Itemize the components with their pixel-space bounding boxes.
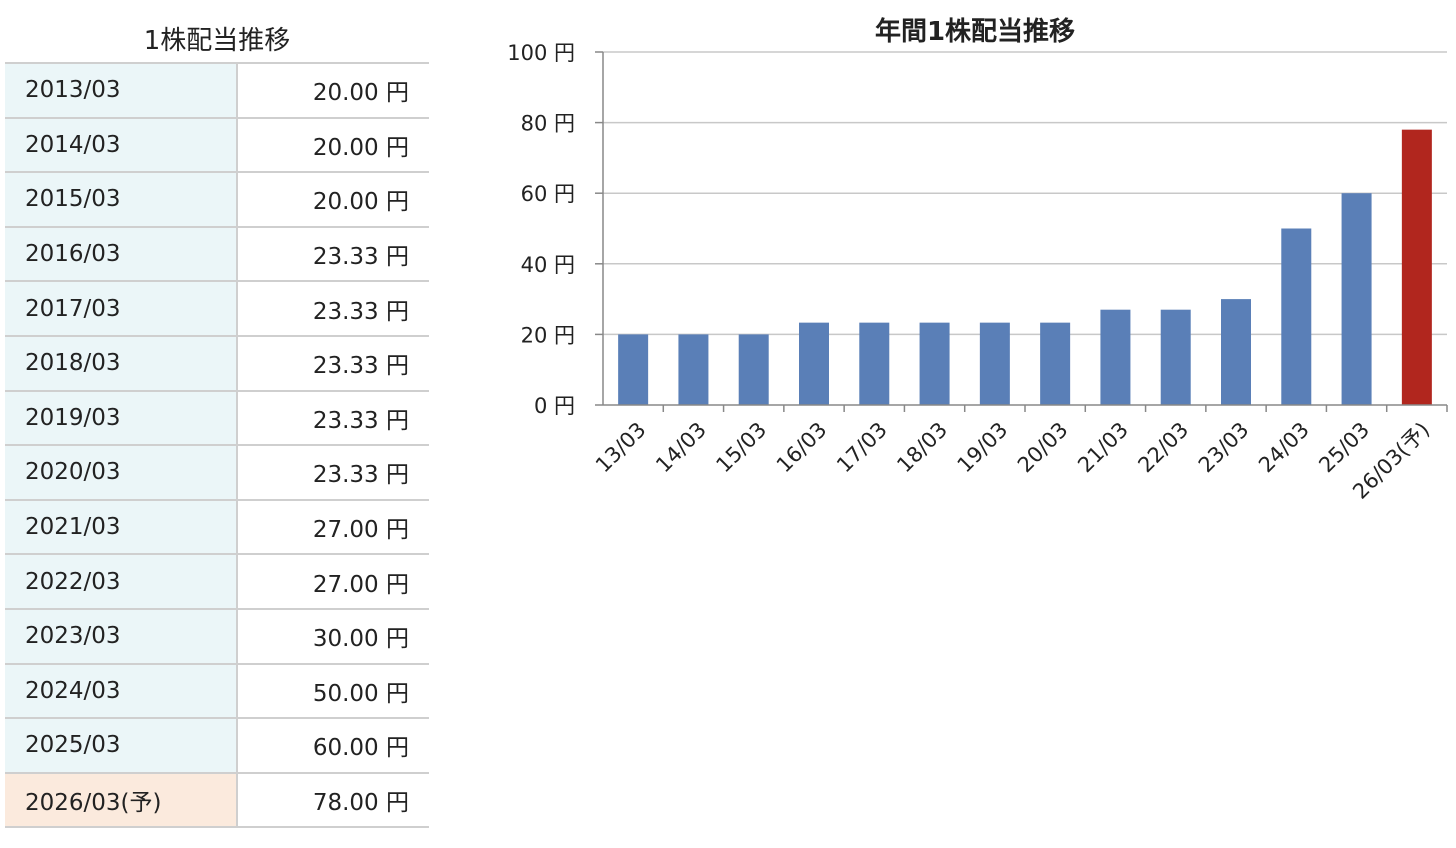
- amount-cell: 20.00 円: [237, 62, 429, 119]
- x-tick-label: 21/03: [1073, 418, 1133, 478]
- period-cell: 2017/03: [5, 280, 238, 337]
- period-cell: 2018/03: [5, 334, 238, 392]
- x-tick-label: 24/03: [1254, 418, 1314, 478]
- table-row: 2024/03 50.00 円: [5, 662, 429, 720]
- bar: [1040, 322, 1071, 405]
- x-tick-label: 15/03: [711, 418, 771, 478]
- dividend-chart-panel: 年間1株配当推移 0 円 20 円 40 円 60 円 80 円 100 円 13/03 1…: [470, 0, 1456, 560]
- bar: [979, 322, 1010, 405]
- amount-cell: 23.33 円: [237, 334, 429, 392]
- bar: [738, 334, 769, 405]
- table-row: 2015/03 20.00 円: [5, 171, 429, 228]
- amount-cell: 20.00 円: [237, 171, 429, 228]
- period-cell: 2013/03: [5, 62, 238, 119]
- amount-cell: 23.33 円: [237, 225, 429, 283]
- period-cell: 2021/03: [5, 498, 238, 556]
- amount-cell: 78.00 円: [237, 771, 429, 829]
- period-cell: 2025/03: [5, 717, 238, 774]
- bar: [1341, 193, 1372, 405]
- forecast-bar: [1401, 129, 1432, 405]
- amount-cell: 60.00 円: [237, 717, 429, 774]
- x-tick-label: 25/03: [1314, 418, 1374, 478]
- y-tick-label: 20 円: [521, 323, 575, 347]
- x-tick-label: 16/03: [772, 418, 832, 478]
- bars: [618, 129, 1432, 405]
- x-tick-label: 14/03: [651, 418, 711, 478]
- table-row: 2020/03 23.33 円: [5, 444, 429, 501]
- bar: [859, 322, 890, 405]
- table-row: 2017/03 23.33 円: [5, 280, 429, 337]
- y-tick-label: 40 円: [521, 253, 575, 277]
- period-cell: 2020/03: [5, 444, 238, 501]
- y-axis-ticks: 0 円 20 円 40 円 60 円 80 円 100 円: [507, 41, 603, 418]
- x-tick-label: 22/03: [1133, 418, 1193, 478]
- period-cell: 2015/03: [5, 171, 238, 228]
- bar: [1221, 299, 1251, 405]
- x-tick-label: 17/03: [832, 418, 892, 478]
- amount-cell: 27.00 円: [237, 553, 429, 610]
- x-tick-label: 18/03: [892, 418, 952, 478]
- bar: [618, 334, 649, 405]
- y-tick-label: 0 円: [534, 394, 575, 418]
- amount-cell: 20.00 円: [237, 116, 429, 174]
- amount-cell: 27.00 円: [237, 498, 429, 556]
- table-row: 2022/03 27.00 円: [5, 553, 429, 610]
- x-tick-label: 13/03: [591, 418, 651, 478]
- table-row: 2013/03 20.00 円: [5, 62, 429, 119]
- y-tick-label: 60 円: [521, 182, 575, 206]
- axes: [602, 52, 1447, 406]
- y-tick-label: 80 円: [521, 112, 575, 136]
- table-row: 2019/03 23.33 円: [5, 389, 429, 447]
- grid-lines: [603, 51, 1447, 336]
- chart-title: 年間1株配当推移: [875, 16, 1075, 47]
- x-tick-label: 20/03: [1013, 418, 1073, 478]
- table-row: 2026/03(予) 78.00 円: [5, 771, 429, 829]
- bar: [678, 334, 709, 405]
- x-tick-label: 19/03: [953, 418, 1013, 478]
- table-title: 1株配当推移: [143, 26, 291, 56]
- y-tick-label: 100 円: [507, 41, 575, 65]
- amount-cell: 23.33 円: [237, 389, 429, 447]
- amount-cell: 30.00 円: [237, 607, 429, 665]
- period-cell: 2023/03: [5, 607, 238, 665]
- bar: [1281, 228, 1312, 405]
- dividend-table-body: 2013/03 20.00 円 2014/03 20.00 円 2015/03 20.00…: [5, 62, 429, 829]
- bar: [799, 322, 829, 405]
- amount-cell: 23.33 円: [237, 280, 429, 337]
- dividend-table-panel: 1株配当推移 2013/03 20.00 円 2014/03 20.00 円 2015/…: [5, 20, 429, 829]
- period-cell: 2022/03: [5, 553, 238, 610]
- period-cell: 2026/03(予): [5, 771, 238, 829]
- period-cell: 2019/03: [5, 389, 238, 447]
- period-cell: 2014/03: [5, 116, 238, 174]
- amount-cell: 23.33 円: [237, 444, 429, 501]
- table-row: 2018/03 23.33 円: [5, 334, 429, 392]
- period-cell: 2016/03: [5, 225, 238, 283]
- table-row: 2021/03 27.00 円: [5, 498, 429, 556]
- period-cell: 2024/03: [5, 662, 238, 720]
- table-row: 2025/03 60.00 円: [5, 717, 429, 774]
- bar: [1100, 309, 1131, 405]
- table-row: 2023/03 30.00 円: [5, 607, 429, 665]
- x-axis-ticks: 13/03 14/03 15/03 16/03 17/03 18/03 19/03 20/03…: [591, 405, 1448, 504]
- table-row: 2014/03 20.00 円: [5, 116, 429, 174]
- dividend-table: 2013/03 20.00 円 2014/03 20.00 円 2015/03 20.00…: [5, 62, 429, 829]
- bar: [1160, 309, 1191, 405]
- amount-cell: 50.00 円: [237, 662, 429, 720]
- table-row: 2016/03 23.33 円: [5, 225, 429, 283]
- x-tick-label: 23/03: [1194, 418, 1254, 478]
- bar: [919, 322, 950, 405]
